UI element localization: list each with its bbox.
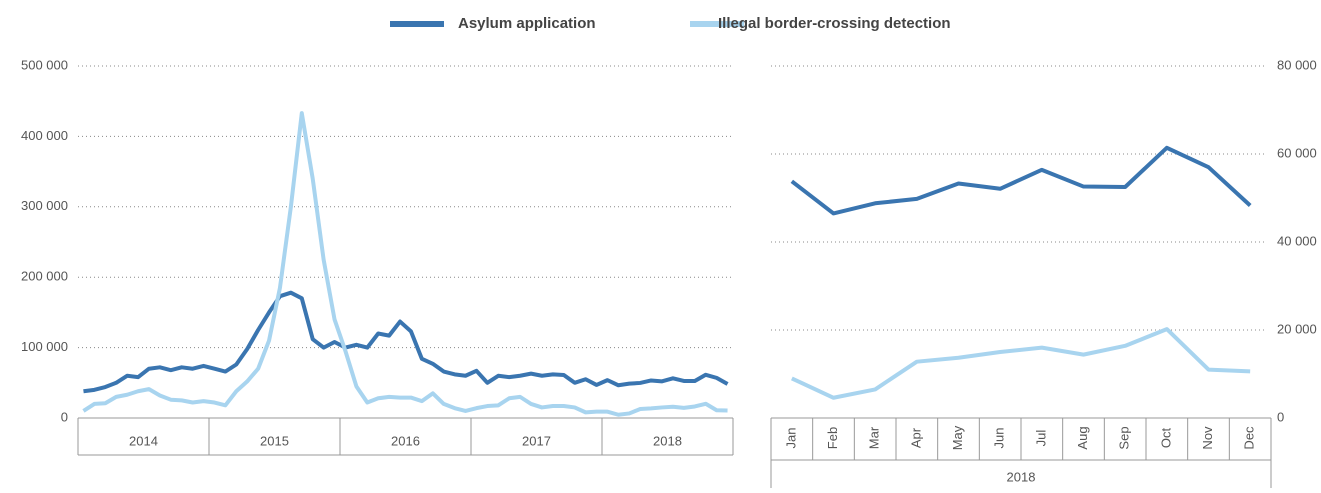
x-tick-label: 2018 xyxy=(653,433,682,448)
x-axis-label: 2018 xyxy=(1007,469,1036,484)
x-tick-label: 2016 xyxy=(391,433,420,448)
y-tick-label: 300 000 xyxy=(21,198,68,213)
x-tick-label: 2014 xyxy=(129,433,158,448)
x-tick-label: Mar xyxy=(867,426,882,449)
x-tick-label: Dec xyxy=(1242,426,1257,450)
x-tick-label: Apr xyxy=(908,427,923,448)
x-tick-label: Nov xyxy=(1200,426,1215,450)
y-tick-label: 100 000 xyxy=(21,339,68,354)
y-tick-label: 40 000 xyxy=(1277,233,1317,248)
y-tick-label: 0 xyxy=(1277,409,1284,424)
y-tick-label: 0 xyxy=(61,409,68,424)
legend-text: Illegal border-crossing detection xyxy=(718,15,951,32)
x-tick-label: May xyxy=(950,425,965,450)
series-line xyxy=(790,145,1252,216)
y-tick-label: 60 000 xyxy=(1277,145,1317,160)
series-line xyxy=(82,111,728,417)
y-tick-label: 400 000 xyxy=(21,128,68,143)
series-line xyxy=(790,327,1251,400)
y-tick-label: 20 000 xyxy=(1277,321,1317,336)
y-tick-label: 80 000 xyxy=(1277,57,1317,72)
series-line xyxy=(83,290,729,394)
x-tick-label: Feb xyxy=(825,427,840,449)
x-tick-label: 2017 xyxy=(522,433,551,448)
legend-text: Asylum application xyxy=(458,15,596,32)
y-tick-label: 200 000 xyxy=(21,269,68,284)
x-tick-label: Sep xyxy=(1117,426,1132,449)
x-tick-label: 2015 xyxy=(260,433,289,448)
x-tick-label: Jun xyxy=(992,428,1007,449)
x-tick-label: Jul xyxy=(1033,430,1048,447)
x-tick-label: Oct xyxy=(1158,428,1173,449)
x-tick-label: Aug xyxy=(1075,426,1090,449)
x-tick-label: Jan xyxy=(783,428,798,449)
y-tick-label: 500 000 xyxy=(21,57,68,72)
